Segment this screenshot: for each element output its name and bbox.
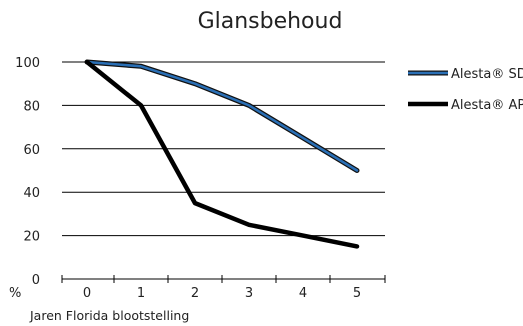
y-ticks: 0 20 40 60 80 100 [15, 56, 40, 288]
legend: Alesta® SD Alesta® AP [408, 67, 523, 113]
legend-label-0: Alesta® SD [451, 67, 523, 82]
y-tick-label-40: 40 [23, 186, 40, 201]
x-tick-label-2: 2 [191, 286, 199, 301]
x-ticks: 0 1 2 3 4 5 [83, 286, 361, 301]
y-tick-label-100: 100 [15, 56, 40, 71]
series-line-outline-0 [84, 59, 360, 173]
y-tick-label-0: 0 [32, 273, 40, 288]
axes [61, 275, 386, 283]
x-tick-label-1: 1 [137, 286, 145, 301]
x-tick-label-5: 5 [353, 286, 361, 301]
series-lines [84, 59, 360, 249]
x-tick-label-3: 3 [245, 286, 253, 301]
grid [62, 61, 385, 237]
chart-title: Glansbehoud [198, 9, 343, 34]
legend-label-1: Alesta® AP [451, 98, 523, 113]
y-tick-label-60: 60 [23, 143, 40, 158]
legend-item-1: Alesta® AP [408, 98, 523, 113]
y-axis-label: % [9, 286, 21, 301]
x-tick-label-0: 0 [83, 286, 91, 301]
x-axis-label: Jaren Florida blootstelling [29, 308, 189, 323]
y-tick-label-20: 20 [23, 230, 40, 245]
x-tick-label-4: 4 [299, 286, 307, 301]
y-tick-label-80: 80 [23, 99, 40, 114]
series-line-0 [85, 60, 359, 172]
legend-item-0: Alesta® SD [408, 67, 523, 82]
series-line-1 [84, 59, 360, 249]
